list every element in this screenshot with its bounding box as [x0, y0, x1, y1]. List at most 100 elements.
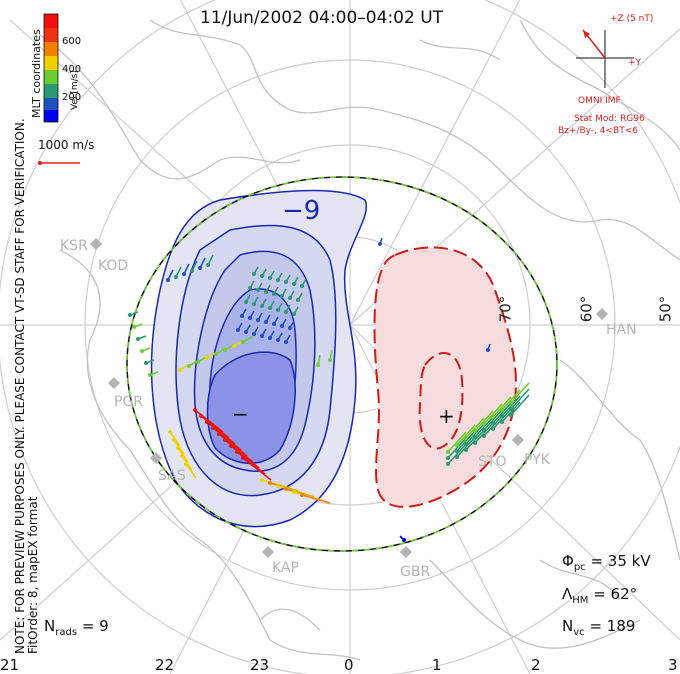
velocity-vector-origin	[244, 330, 248, 334]
velocity-vector-origin	[252, 272, 256, 276]
velocity-vector-origin	[378, 242, 382, 246]
velocity-vector-origin	[264, 290, 268, 294]
velocity-vector-origin	[316, 363, 320, 367]
velocity-vector-origin	[241, 340, 245, 344]
velocity-vector-origin	[276, 338, 280, 342]
velocity-vector	[447, 437, 467, 459]
velocity-vector-origin	[292, 312, 296, 316]
velocity-vector-origin	[280, 294, 284, 298]
velocity-vector-origin	[180, 454, 184, 458]
velocity-vector-origin	[491, 421, 495, 425]
velocity-vector-origin	[464, 436, 468, 440]
colorbar-tick-200: 200	[62, 92, 82, 103]
velocity-vector	[474, 416, 494, 438]
preview-note-line2: FitOrder: 8, mapEX format	[26, 496, 40, 654]
station-pgr: PGR	[114, 394, 144, 410]
velocity-vector	[447, 443, 467, 465]
velocity-vector-origin	[473, 441, 477, 445]
station-kod: KOD	[98, 258, 129, 274]
velocity-vector-origin	[168, 430, 172, 434]
velocity-vector-origin	[260, 274, 264, 278]
velocity-vector-origin	[446, 462, 450, 466]
reference-vector	[38, 161, 80, 165]
imf-y-label: +Y	[628, 58, 642, 68]
velocity-vector	[492, 396, 512, 418]
velocity-vector-origin	[248, 316, 252, 320]
velocity-vector-origin	[214, 352, 218, 356]
velocity-vector-origin	[482, 422, 486, 426]
velocity-vector-origin	[292, 490, 296, 494]
velocity-vector-origin	[260, 334, 264, 338]
lambda-symbol: Λ	[562, 585, 573, 603]
velocity-vector-origin	[455, 455, 459, 459]
preview-note: NOTE: FOR PREVIEW PURPOSES ONLY. PLEASE …	[13, 118, 40, 654]
velocity-vector-origin	[206, 263, 210, 267]
velocity-vector	[465, 429, 485, 451]
velocity-vector-origin	[264, 320, 268, 324]
velocity-vector-origin	[473, 435, 477, 439]
velocity-vector	[465, 417, 485, 439]
nrads-value: = 9	[81, 617, 109, 635]
velocity-vector-origin	[300, 493, 304, 497]
velocity-vector-origin	[140, 349, 144, 353]
velocity-vector-origin	[509, 413, 513, 417]
velocity-vector-origin	[455, 443, 459, 447]
velocity-vector-origin	[500, 414, 504, 418]
velocity-vector-origin	[256, 318, 260, 322]
velocity-vector	[212, 427, 242, 451]
velocity-vector-origin	[176, 446, 180, 450]
velocity-vector	[230, 445, 260, 469]
velocity-vector-origin	[174, 275, 178, 279]
velocity-vector	[206, 421, 236, 445]
station-sto: STO	[478, 454, 507, 470]
nrads-subscript: rads	[55, 627, 78, 638]
velocity-vector-origin	[491, 415, 495, 419]
velocity-vector-origin	[491, 427, 495, 431]
velocity-vector-origin	[276, 308, 280, 312]
velocity-vector-origin	[500, 420, 504, 424]
latitude-label-50: 50°	[656, 295, 675, 323]
velocity-vector-origin	[284, 487, 288, 491]
velocity-vector	[474, 422, 494, 444]
nvc-value: = 189	[589, 617, 636, 635]
nvc-subscript: vc	[573, 627, 585, 638]
nrads-symbol: N	[44, 617, 56, 635]
velocity-vector-origin	[236, 328, 240, 332]
velocity-vector-origin	[223, 348, 227, 352]
velocity-vector-origin	[486, 348, 490, 352]
mlt-hour-2: 2	[531, 656, 541, 674]
imf-clock	[576, 29, 634, 88]
velocity-vector	[447, 431, 467, 453]
velocity-vector	[194, 409, 224, 433]
velocity-vector	[483, 409, 503, 431]
velocity-vector-origin	[276, 484, 280, 488]
velocity-vector	[456, 424, 476, 446]
nvc-symbol: N	[562, 617, 574, 635]
velocity-vector-origin	[292, 282, 296, 286]
velocity-vector	[501, 401, 521, 423]
velocity-vector	[456, 430, 476, 452]
velocity-vector-origin	[455, 449, 459, 453]
velocity-vector-origin	[284, 340, 288, 344]
imf-title: OMNI IMF	[578, 96, 621, 106]
velocity-vector-origin	[300, 284, 304, 288]
station-markers	[90, 238, 608, 558]
velocity-vector-origin	[144, 361, 148, 365]
velocity-vector-origin	[482, 428, 486, 432]
velocity-vector-origin	[178, 368, 182, 372]
colorbar-label: Vel [m/s]	[70, 70, 80, 110]
velocity-vector-origin	[509, 407, 513, 411]
velocity-vector	[510, 388, 530, 410]
velocity-vector	[465, 423, 485, 445]
velocity-vector-origin	[128, 313, 132, 317]
velocity-vector-origin	[232, 344, 236, 348]
mlt-hour-21: 21	[0, 656, 20, 674]
latitude-label-70: 70°	[496, 295, 515, 323]
velocity-vector-origin	[235, 450, 239, 454]
velocity-vector-origin	[190, 269, 194, 273]
station-pyk: PYK	[524, 452, 550, 468]
velocity-vector	[510, 382, 530, 404]
velocity-vector-origin	[241, 456, 245, 460]
